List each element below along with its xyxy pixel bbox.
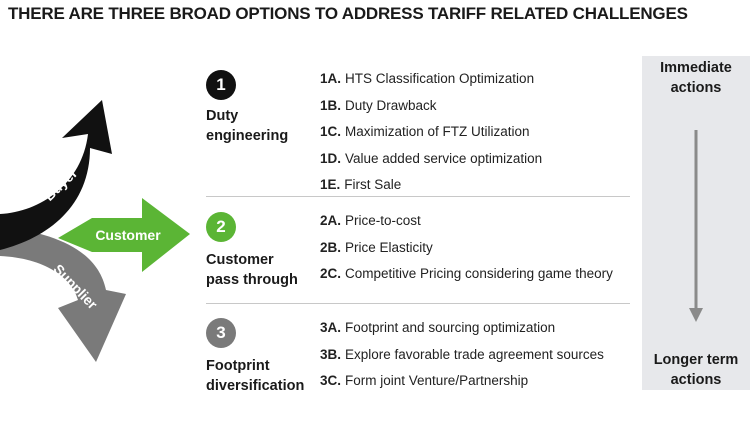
option-3-items: 3A. Footprint and sourcing optimization 3… [320, 320, 604, 400]
customer-arrow [58, 198, 190, 272]
option-3-number-badge: 3 [206, 318, 236, 348]
option-2-label: Customer pass through [206, 250, 298, 290]
option-1-label-line-1: Duty [206, 108, 239, 124]
section-divider [206, 303, 630, 304]
option-2-items: 2A. Price-to-cost 2B. Price Elasticity 2C.… [320, 213, 613, 293]
option-3-label-line-1: Footprint [206, 358, 270, 374]
timeline-top-label: Immediate actions [642, 58, 750, 98]
option-1-number-badge: 1 [206, 70, 236, 100]
option-3-label-line-2: diversification [206, 378, 305, 394]
option-1-label-line-2: engineering [206, 128, 289, 144]
list-item: 3C. Form joint Venture/Partnership [320, 373, 529, 388]
list-item: 1E. First Sale [320, 177, 402, 192]
timeline-top-line-1: Immediate [660, 60, 732, 76]
option-2-label-line-1: Customer [206, 252, 274, 268]
list-item: 1D. Value added service optimization [320, 150, 543, 166]
option-2-label-line-2: pass through [206, 272, 298, 288]
list-item: 3A. Footprint and sourcing optimization [320, 320, 556, 335]
customer-arrow-label: Customer [95, 227, 161, 243]
option-3-label: Footprint diversification [206, 356, 304, 396]
timeline-bottom-line-2: actions [670, 372, 722, 388]
list-item: 1A. HTS Classification Optimization [320, 71, 535, 86]
list-item: 3B. Explore favorable trade agreement sou… [320, 346, 604, 362]
page-title: THERE ARE THREE BROAD OPTIONS TO ADDRESS… [8, 4, 688, 23]
list-item: 2C. Competitive Pricing considering game … [320, 266, 613, 281]
option-2-number-badge: 2 [206, 212, 236, 242]
option-1-items: 1A. HTS Classification Optimization 1B. Du… [320, 71, 542, 204]
list-item: 1B. Duty Drawback [320, 97, 437, 113]
action-timeline: Immediate actions Longer term actions [642, 56, 750, 390]
timeline-top-line-2: actions [670, 80, 722, 96]
flow-arrows-diagram: Buyer Customer Supplier [0, 100, 190, 362]
down-arrow-icon [689, 130, 703, 322]
list-item: 2A. Price-to-cost [320, 213, 421, 228]
supplier-arrow [0, 226, 126, 362]
option-1-label: Duty engineering [206, 106, 288, 146]
list-item: 1C. Maximization of FTZ Utilization [320, 124, 530, 139]
section-divider [206, 196, 630, 197]
timeline-bottom-label: Longer term actions [642, 350, 750, 390]
list-item: 2B. Price Elasticity [320, 239, 433, 255]
buyer-arrow [0, 100, 112, 250]
timeline-bottom-line-1: Longer term [653, 352, 739, 368]
